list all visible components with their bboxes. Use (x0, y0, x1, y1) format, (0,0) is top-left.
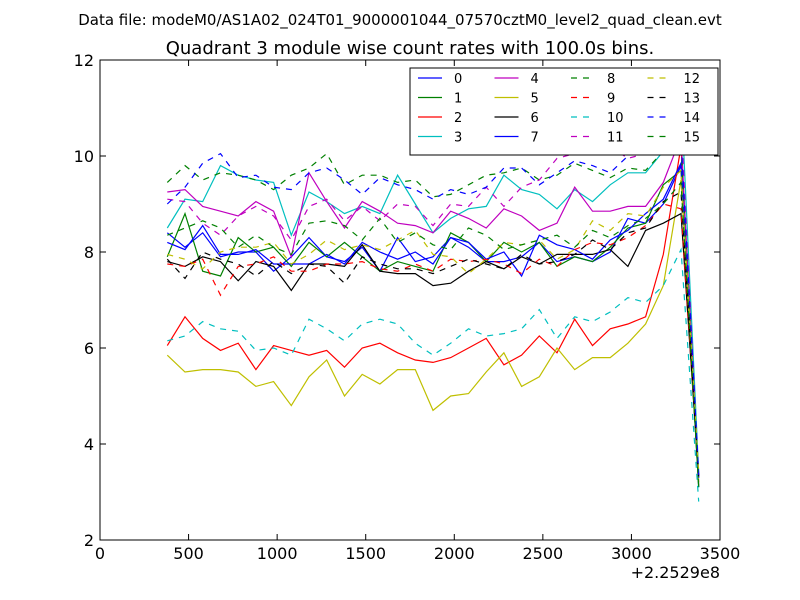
legend-label-1: 1 (454, 92, 462, 107)
legend-label-0: 0 (454, 72, 462, 87)
x-tick-label: 0 (95, 544, 105, 563)
series-lines (166, 93, 700, 502)
series-line-8 (166, 145, 700, 483)
legend-label-11: 11 (607, 131, 624, 146)
plot-area (166, 93, 700, 502)
x-tick-label: 3000 (611, 544, 652, 563)
legend-box (409, 67, 719, 156)
series-line-5 (166, 179, 700, 483)
chart-title: Quadrant 3 module wise count rates with … (166, 38, 655, 59)
legend-label-5: 5 (531, 92, 539, 107)
y-tick-label: 4 (84, 435, 94, 454)
series-line-15 (167, 180, 700, 488)
x-tick-label: 1500 (345, 544, 386, 563)
y-tick-label: 2 (84, 531, 94, 550)
legend-label-2: 2 (454, 111, 462, 126)
legend-label-3: 3 (454, 131, 462, 146)
y-tick-label: 12 (74, 51, 94, 70)
series-line-14 (166, 138, 700, 476)
legend-label-6: 6 (531, 111, 539, 126)
legend-label-8: 8 (607, 72, 615, 87)
x-tick-label: 2500 (522, 544, 563, 563)
y-tick-label: 8 (84, 243, 94, 262)
x-tick-label: 3500 (700, 544, 741, 563)
series-line-9 (167, 203, 700, 478)
axes-frame (99, 59, 721, 541)
series-line-10 (167, 247, 700, 502)
y-tick-label: 6 (84, 339, 94, 358)
series-line-1 (166, 169, 700, 488)
legend-label-7: 7 (531, 131, 539, 146)
series-line-13 (166, 191, 700, 478)
legend-label-4: 4 (531, 72, 539, 87)
legend-label-10: 10 (607, 111, 624, 126)
legend-label-12: 12 (684, 72, 701, 87)
series-line-4 (167, 136, 700, 483)
legend-label-14: 14 (684, 111, 701, 126)
y-tick-label: 10 (74, 147, 94, 166)
x-tick-label: 2000 (434, 544, 475, 563)
legend-label-13: 13 (684, 92, 701, 107)
series-line-11 (167, 115, 700, 481)
series-line-7 (167, 160, 700, 478)
series-line-6 (167, 212, 700, 478)
x-tick-label: 1000 (257, 544, 298, 563)
figure-suptitle: Data file: modeM0/AS1A02_024T01_90000010… (78, 11, 722, 30)
x-tick-label: 500 (173, 544, 204, 563)
series-line-2 (166, 146, 700, 476)
legend-label-9: 9 (607, 92, 615, 107)
legend-label-15: 15 (684, 131, 701, 146)
x-axis-offset-label: +2.2529e8 (631, 563, 720, 582)
series-line-12 (167, 169, 700, 473)
